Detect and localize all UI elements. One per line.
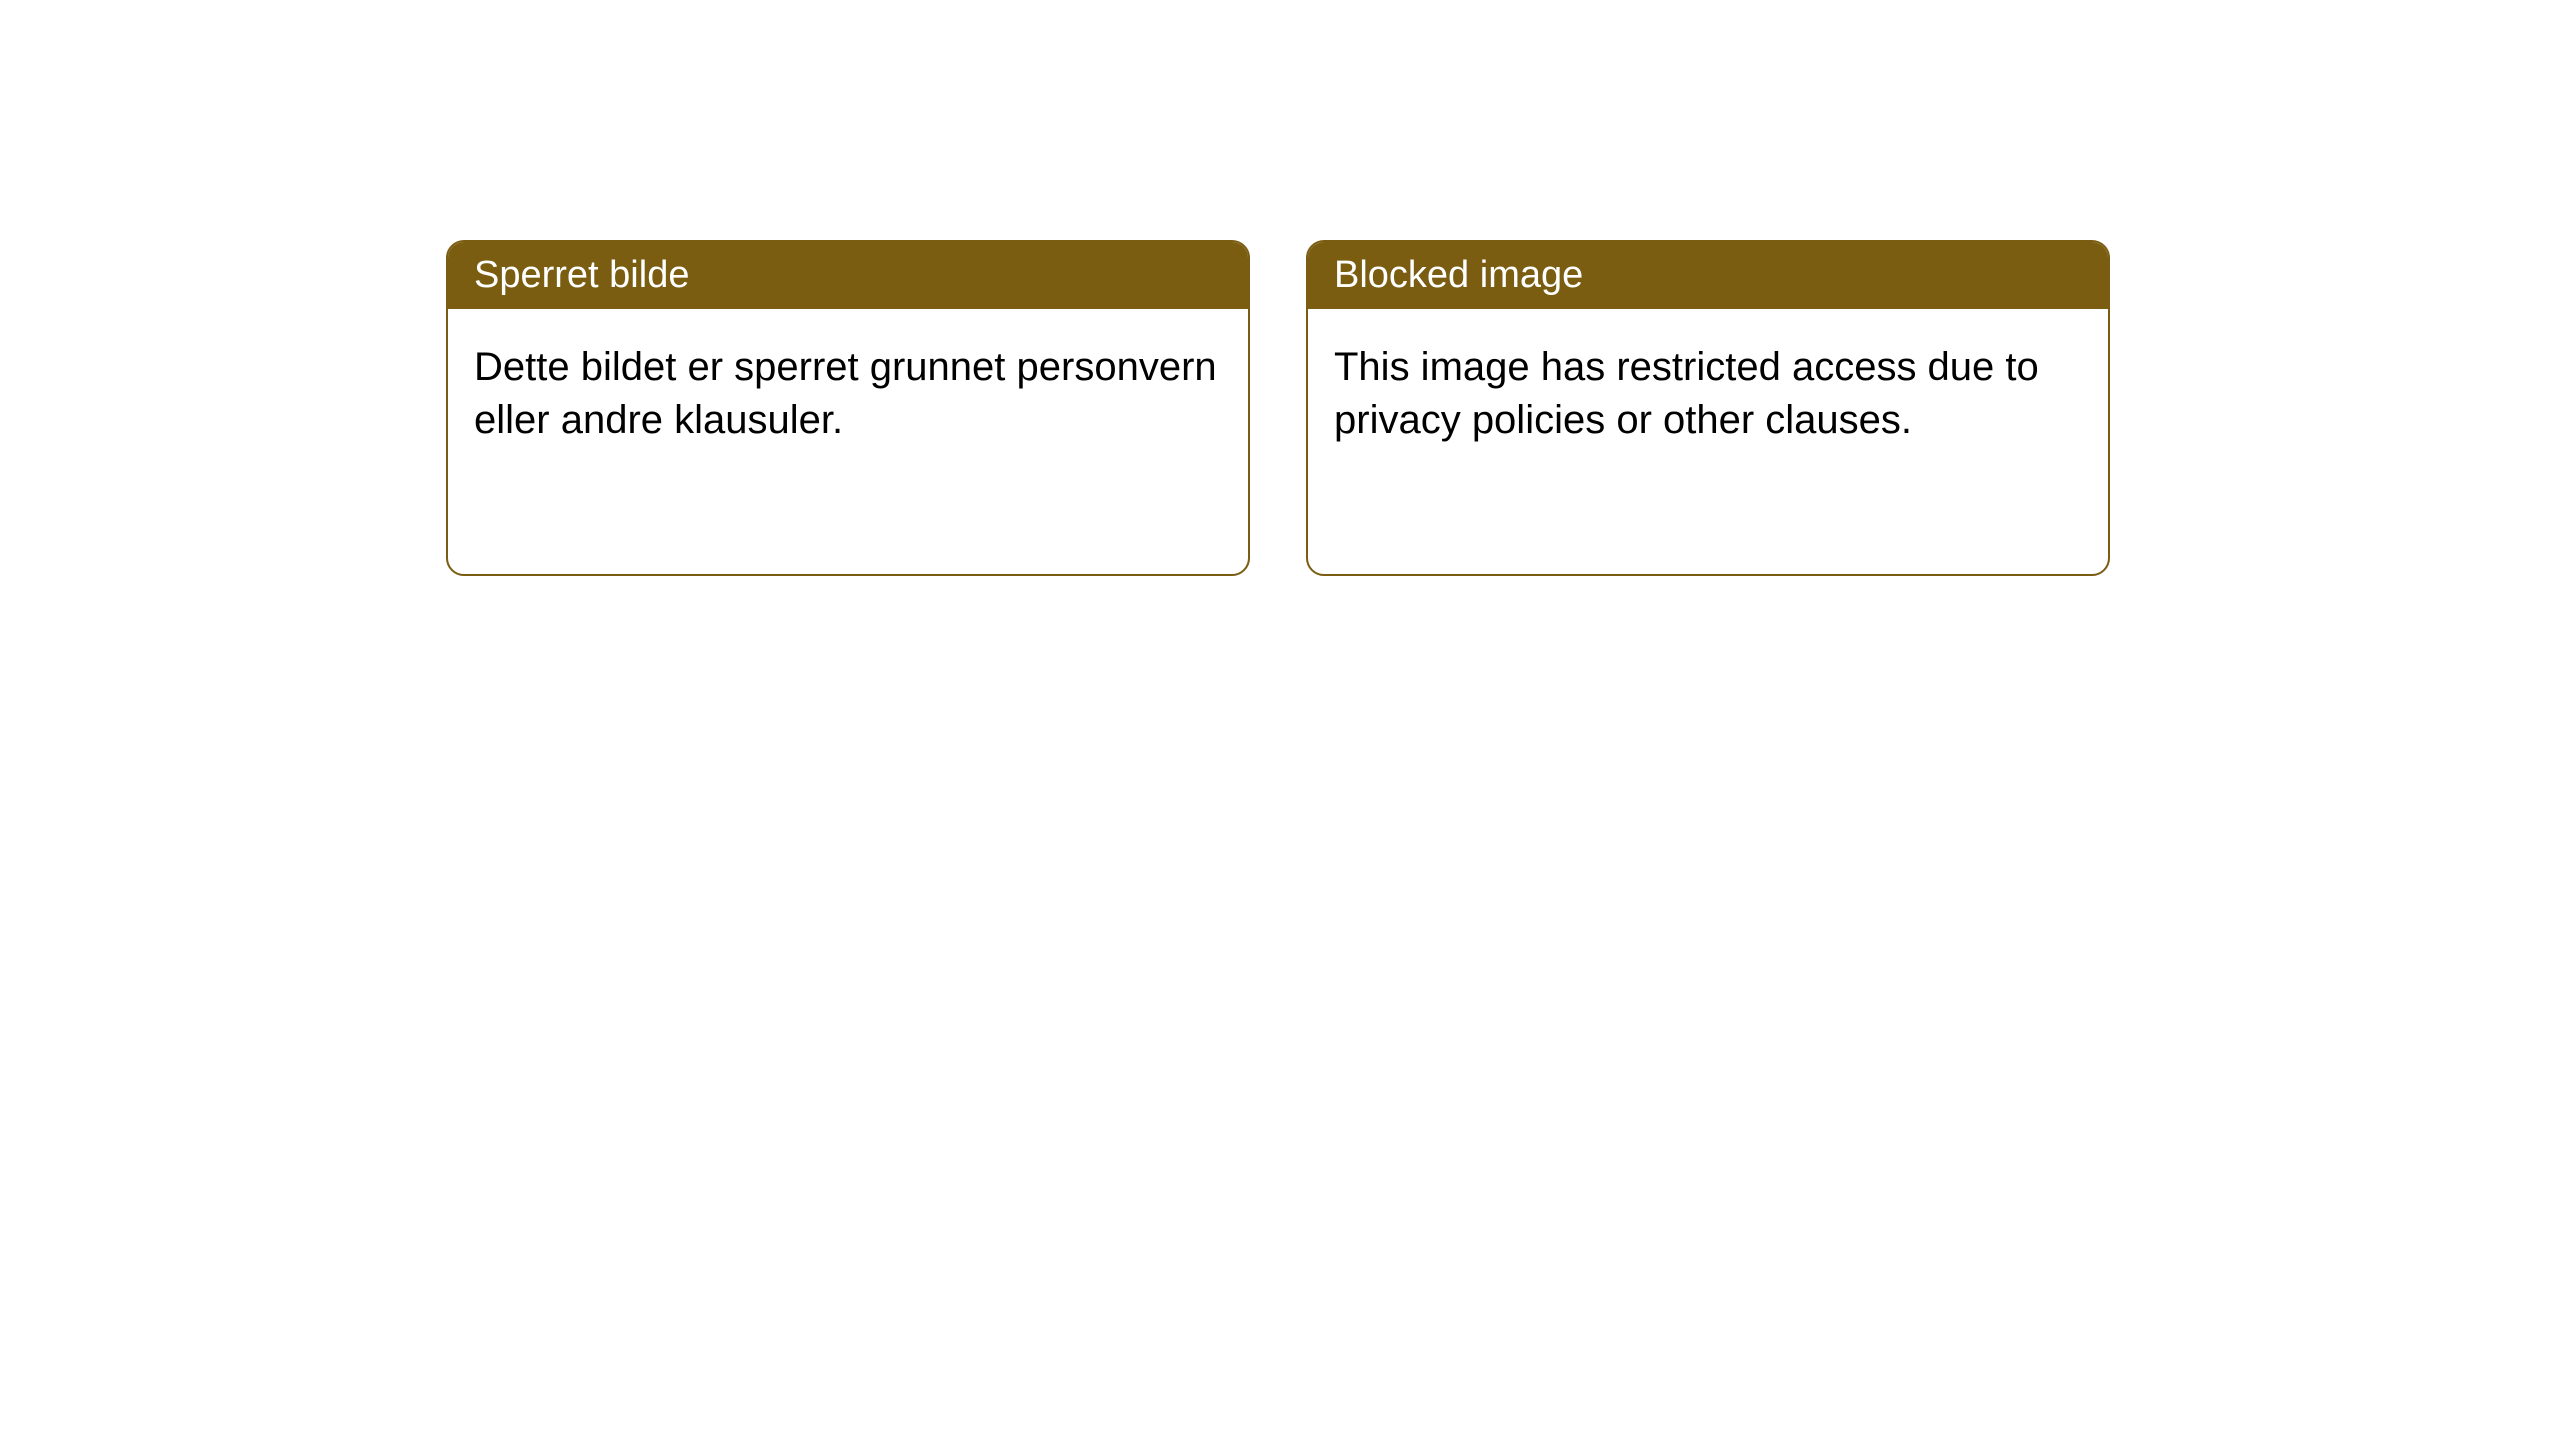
notice-body: Dette bildet er sperret grunnet personve… — [448, 309, 1248, 479]
notices-container: Sperret bilde Dette bildet er sperret gr… — [446, 240, 2110, 576]
notice-title: Sperret bilde — [474, 254, 689, 296]
notice-card-english: Blocked image This image has restricted … — [1306, 240, 2110, 576]
notice-card-norwegian: Sperret bilde Dette bildet er sperret gr… — [446, 240, 1250, 576]
notice-body-text: Dette bildet er sperret grunnet personve… — [474, 345, 1217, 442]
notice-body: This image has restricted access due to … — [1308, 309, 2108, 479]
notice-header: Sperret bilde — [448, 242, 1248, 309]
notice-header: Blocked image — [1308, 242, 2108, 309]
notice-title: Blocked image — [1334, 254, 1583, 296]
notice-body-text: This image has restricted access due to … — [1334, 345, 2039, 442]
